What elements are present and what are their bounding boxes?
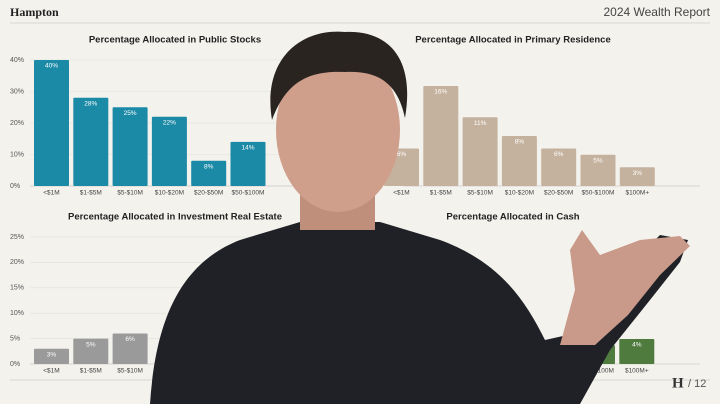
x-tick-label: $50-$100M xyxy=(582,190,615,197)
x-tick-label: $100M+ xyxy=(625,368,649,375)
x-tick-label: $10-$20M xyxy=(155,190,184,197)
value-label: 8% xyxy=(204,164,214,171)
value-label: 40% xyxy=(45,63,58,70)
value-label: 16% xyxy=(434,89,447,96)
x-tick-label: <$1M xyxy=(393,190,409,197)
chart-title: Percentage Allocated in Public Stocks xyxy=(89,35,261,46)
x-tick-label: $1-$5M xyxy=(80,368,102,375)
page-number: / 12 xyxy=(688,378,706,390)
value-label: 28% xyxy=(84,101,97,108)
bar xyxy=(73,97,109,186)
x-tick-label: $20-$50M xyxy=(194,190,223,197)
presenter xyxy=(150,31,690,404)
bar xyxy=(580,154,616,186)
hair xyxy=(270,31,408,120)
value-label: 5% xyxy=(86,341,96,348)
chart-title: Percentage Allocated in Cash xyxy=(446,212,579,223)
y-tick-label: 10% xyxy=(10,310,24,317)
y-tick-label: 20% xyxy=(10,120,24,127)
bar xyxy=(73,338,109,364)
bar xyxy=(501,136,537,186)
footer-logo: H xyxy=(672,375,684,391)
value-label: 25% xyxy=(124,110,137,117)
bar xyxy=(151,116,187,186)
sweater xyxy=(150,222,688,404)
x-tick-label: $5-$10M xyxy=(467,190,493,197)
hand xyxy=(560,230,690,345)
x-tick-label: <$1M xyxy=(43,190,59,197)
value-label: 3% xyxy=(47,351,57,358)
bar xyxy=(112,107,148,186)
y-tick-label: 20% xyxy=(10,259,24,266)
report-title: 2024 Wealth Report xyxy=(603,5,710,19)
bar xyxy=(230,141,266,186)
value-label: 5% xyxy=(593,157,603,164)
chart-title: Percentage Allocated in Primary Residenc… xyxy=(415,35,611,46)
x-tick-label: $1-$5M xyxy=(430,190,452,197)
value-label: 6% xyxy=(397,151,407,158)
value-label: 8% xyxy=(515,139,525,146)
bar xyxy=(34,60,69,186)
y-tick-label: 40% xyxy=(10,57,24,64)
x-tick-label: $1-$5M xyxy=(80,190,102,197)
bar xyxy=(423,86,459,186)
x-tick-label: $5-$10M xyxy=(117,190,143,197)
bar xyxy=(541,148,577,186)
value-label: 22% xyxy=(163,119,176,126)
bar xyxy=(619,339,655,364)
value-label: 14% xyxy=(241,145,254,152)
x-tick-label: $5-$10M xyxy=(117,368,143,375)
x-tick-label: $10-$20M xyxy=(505,190,534,197)
charts: Percentage Allocated in Public Stocks 0% 1… xyxy=(10,35,700,375)
face xyxy=(276,48,400,212)
y-tick-label: 0% xyxy=(10,361,20,368)
value-label: 11% xyxy=(474,120,487,127)
value-label: 6% xyxy=(554,151,564,158)
y-tick-label: 0% xyxy=(10,183,20,190)
bar xyxy=(112,333,148,364)
bar xyxy=(619,167,655,186)
value-label: 3% xyxy=(633,170,643,177)
chart-title: Percentage Allocated in Investment Real … xyxy=(68,212,282,223)
bar xyxy=(462,117,498,186)
x-tick-label: <$1M xyxy=(43,368,59,375)
x-tick-label: $20-$50M xyxy=(544,190,573,197)
y-tick-label: 30% xyxy=(10,88,24,95)
bar xyxy=(34,348,69,364)
x-tick-label: $100M+ xyxy=(625,190,649,197)
value-label: 4% xyxy=(632,342,642,349)
y-tick-label: 15% xyxy=(10,285,24,292)
bar xyxy=(191,160,227,186)
y-tick-label: 5% xyxy=(10,335,20,342)
x-tick-label: $50-$100M xyxy=(232,190,265,197)
value-label: 6% xyxy=(125,336,135,343)
y-tick-label: 25% xyxy=(10,234,24,241)
brand: Hampton xyxy=(10,5,59,19)
y-tick-label: 10% xyxy=(10,151,24,158)
